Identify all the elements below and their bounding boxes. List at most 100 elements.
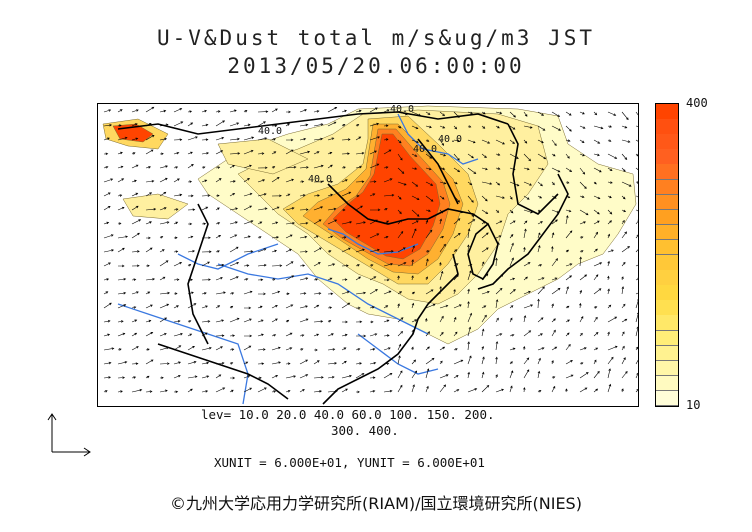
wind-vector-arrow (159, 221, 170, 225)
wind-vector-arrow (453, 153, 460, 161)
wind-vector-arrow (635, 372, 638, 379)
wind-vector-arrow (342, 208, 346, 212)
wind-vector-arrow (173, 138, 183, 141)
wind-vector-arrow (439, 315, 444, 323)
wind-vector-arrow (299, 305, 308, 309)
wind-vector-arrow (635, 346, 638, 351)
river-5 (177, 243, 279, 270)
wind-vector-arrow (299, 166, 309, 169)
wind-vector-arrow (145, 264, 150, 268)
wind-vector-arrow (117, 247, 125, 253)
colorbar-segment (656, 345, 678, 362)
wind-vector-arrow (215, 263, 225, 267)
wind-vector-arrow (425, 111, 431, 115)
wind-vector-arrow (537, 125, 546, 131)
wind-vector-arrow (187, 320, 192, 323)
wind-vector-arrow (229, 137, 240, 141)
wind-vector-arrow (341, 166, 346, 169)
wind-vector-arrow (523, 276, 528, 281)
wind-vector-arrow (453, 111, 460, 118)
wind-vector-arrow (299, 374, 309, 379)
wind-vector-arrow (635, 277, 638, 281)
wind-vector-arrow (593, 195, 601, 200)
wind-vector-arrow (285, 123, 290, 127)
wind-vector-arrow (369, 333, 378, 337)
wind-vector-arrow (173, 361, 181, 365)
wind-vector-arrow (635, 195, 638, 198)
wind-vector-arrow (607, 288, 610, 295)
wind-vector-arrow (215, 277, 223, 281)
coastline-china-east (322, 253, 459, 405)
wind-vector-arrow (509, 288, 516, 295)
wind-vector-arrow (271, 390, 277, 393)
wind-vector-arrow (229, 180, 236, 183)
wind-vector-arrow (383, 235, 389, 239)
wind-vector-arrow (579, 387, 588, 393)
wind-vector-arrow (593, 209, 600, 215)
wind-vector-arrow (425, 229, 433, 239)
wind-vector-arrow (271, 124, 278, 128)
wind-vector-arrow (131, 388, 143, 393)
wind-vector-arrow (509, 209, 514, 214)
wind-vector-arrow (103, 123, 113, 127)
wind-vector-arrow (593, 167, 602, 173)
wind-vector-arrow (607, 167, 613, 171)
wind-vector-arrow (593, 248, 598, 253)
wind-vector-arrow (173, 193, 183, 197)
wind-vector-arrow (243, 345, 252, 351)
wind-vector-arrow (425, 346, 430, 351)
wind-vector-arrow (411, 259, 414, 267)
wind-vector-arrow (523, 181, 532, 186)
wind-vector-arrow (621, 111, 629, 121)
wind-vector-arrow (635, 125, 638, 127)
wind-vector-arrow (173, 390, 179, 394)
wind-vector-arrow (607, 233, 610, 239)
border-interior-1 (327, 183, 428, 225)
wind-vector-arrow (495, 242, 500, 253)
wind-vector-arrow (229, 334, 236, 337)
wind-vector-arrow (523, 262, 531, 267)
wind-vector-arrow (425, 303, 436, 309)
wind-vector-arrow (621, 195, 626, 200)
wind-vector-arrow (243, 136, 255, 141)
wind-vector-arrow (131, 137, 139, 141)
wind-vector-arrow (411, 370, 418, 379)
wind-vector-arrow (341, 290, 350, 295)
wind-vector-arrow (481, 167, 488, 171)
vector-scale-key (47, 413, 91, 457)
wind-vector-arrow (285, 319, 290, 323)
wind-vector-arrow (495, 317, 499, 323)
colorbar-segment (656, 134, 678, 150)
wind-vector-arrow (621, 209, 627, 213)
wind-vector-arrow (285, 207, 295, 211)
wind-vector-arrow (187, 360, 197, 365)
wind-vector-arrow (411, 228, 417, 239)
wind-vector-arrow (271, 375, 279, 379)
wind-vector-arrow (117, 109, 123, 113)
wind-vector-arrow (159, 109, 167, 113)
wind-vector-arrow (215, 250, 220, 253)
wind-vector-arrow (579, 195, 585, 198)
wind-vector-arrow (201, 222, 207, 226)
wind-vector-arrow (187, 303, 197, 309)
wind-vector-arrow (369, 122, 380, 127)
wind-vector-arrow (313, 376, 324, 379)
wind-vector-arrow (411, 139, 419, 143)
wind-vector-arrow (593, 331, 599, 337)
wind-vector-arrow (565, 139, 571, 142)
wind-vector-arrow (509, 181, 520, 187)
wind-vector-arrow (607, 275, 610, 281)
wind-vector-arrow (523, 369, 530, 379)
wind-vector-arrow (453, 289, 456, 295)
wind-vector-arrow (481, 314, 487, 323)
wind-vector-arrow (537, 195, 543, 199)
wind-vector-arrow (145, 319, 152, 323)
wind-vector-arrow (495, 274, 504, 281)
wind-vector-arrow (173, 166, 179, 169)
wind-vector-arrow (131, 291, 139, 295)
wind-vector-arrow (187, 278, 194, 282)
wind-vector-arrow (495, 287, 503, 295)
wind-vector-arrow (578, 302, 582, 309)
wind-vector-arrow (285, 165, 297, 169)
wind-vector-arrow (635, 139, 638, 142)
